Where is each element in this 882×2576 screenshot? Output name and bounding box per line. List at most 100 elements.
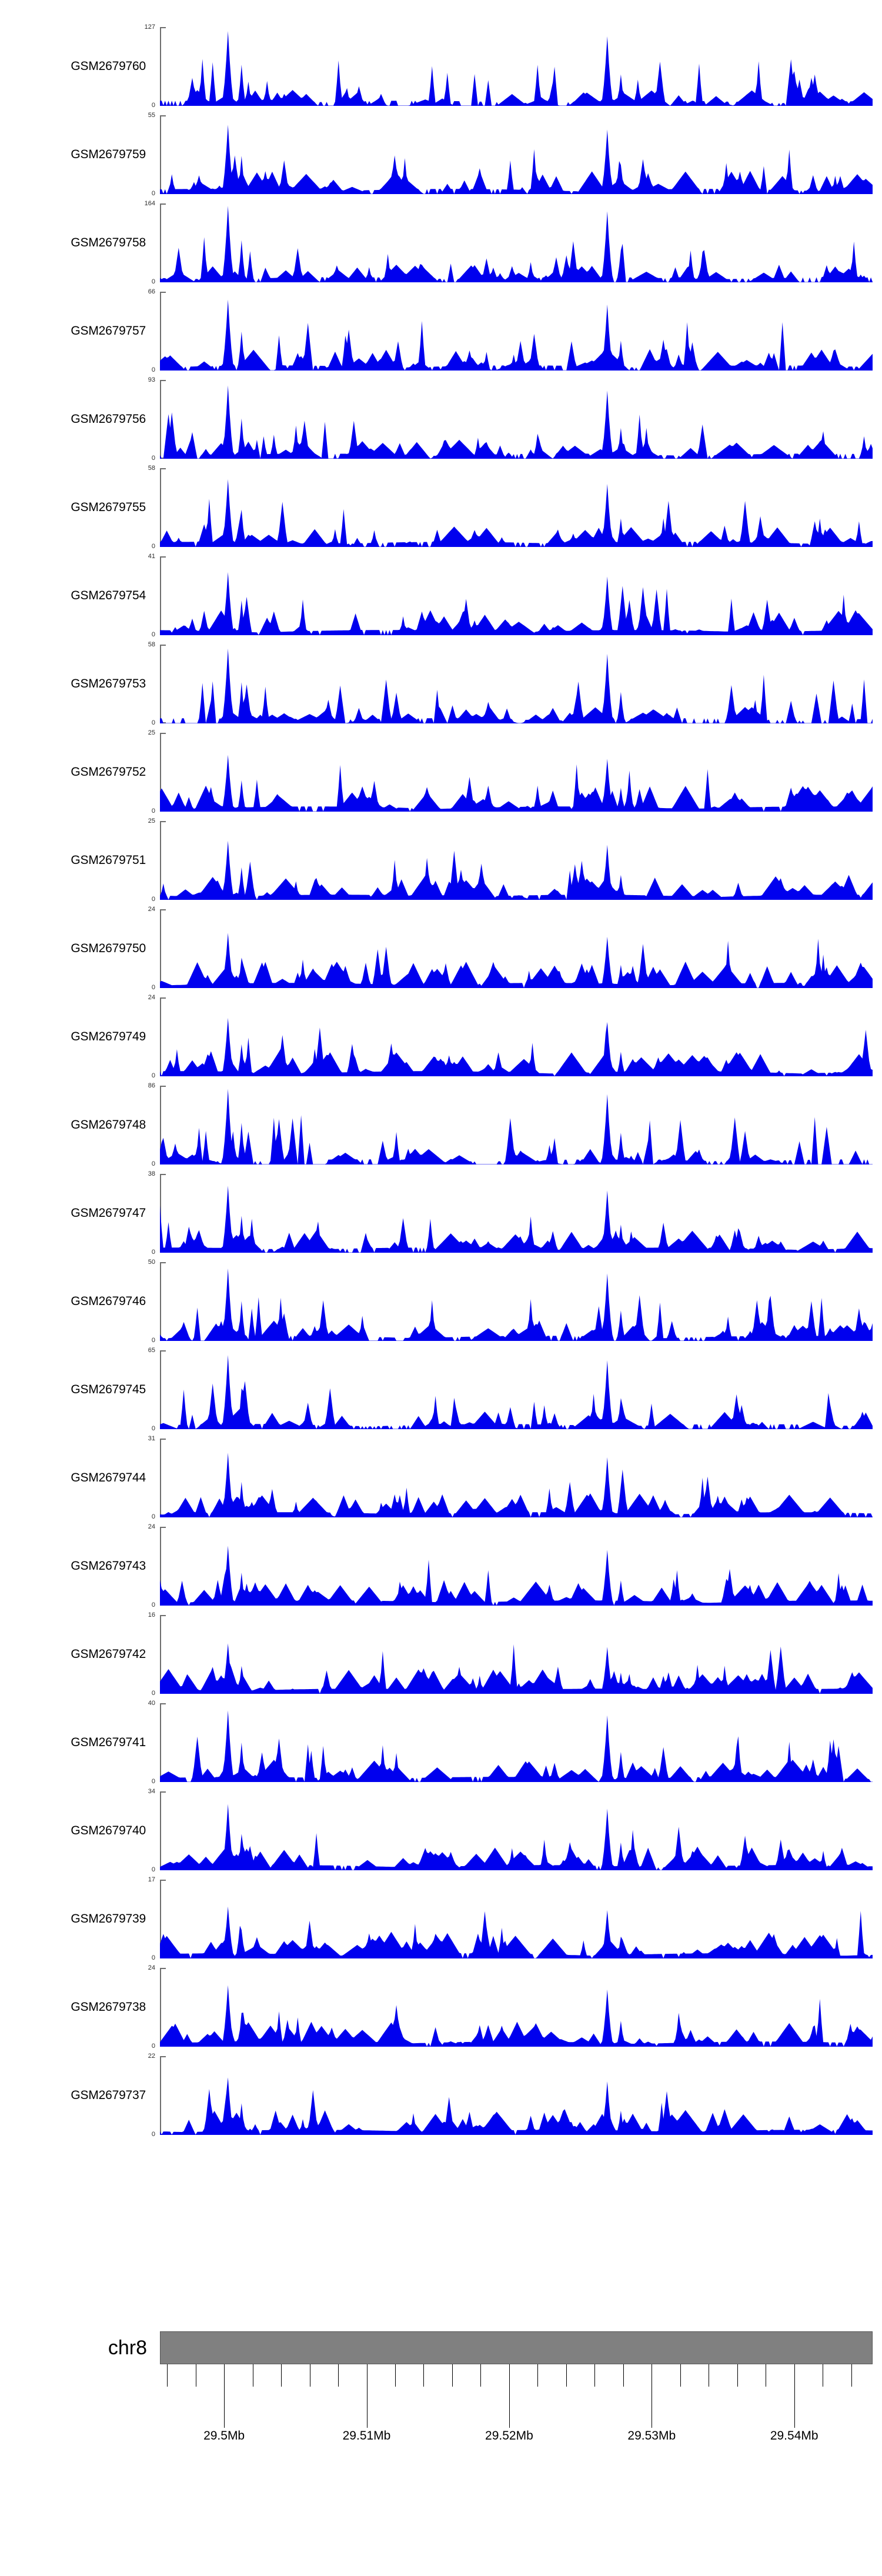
y-axis-min-label: 0: [151, 984, 155, 991]
track-signal-plot[interactable]: [160, 203, 873, 282]
y-axis-min-label: 0: [151, 1160, 155, 1167]
track-signal-plot[interactable]: [160, 1527, 873, 1606]
y-axis-line: [160, 2056, 161, 2135]
y-axis-tick-max: [160, 821, 166, 822]
y-axis-tick-max: [160, 380, 166, 381]
y-axis-min-label: 0: [151, 1866, 155, 1873]
track-signal-plot[interactable]: [160, 1703, 873, 1782]
signal-track[interactable]: GSM2679757 66 0: [0, 287, 882, 375]
y-axis-max-label: 93: [148, 376, 155, 383]
y-axis-line: [160, 556, 161, 635]
track-signal-plot[interactable]: [160, 997, 873, 1076]
y-axis-tick-max: [160, 115, 166, 116]
axis-tick-label: 29.51Mb: [342, 2429, 391, 2442]
y-axis-tick-max: [160, 292, 166, 293]
signal-track[interactable]: GSM2679759 55 0: [0, 111, 882, 199]
y-axis-min-label: 0: [151, 1954, 155, 1961]
y-axis-line: [160, 1791, 161, 1870]
track-signal-plot[interactable]: [160, 556, 873, 635]
track-signal-plot[interactable]: [160, 27, 873, 106]
track-label: GSM2679759: [71, 148, 146, 161]
y-axis-min-label: 0: [151, 278, 155, 285]
track-signal-plot[interactable]: [160, 1174, 873, 1253]
track-label: GSM2679758: [71, 236, 146, 249]
track-signal-plot[interactable]: [160, 1615, 873, 1694]
track-label: GSM2679753: [71, 677, 146, 690]
signal-track[interactable]: GSM2679742 16 0: [0, 1610, 882, 1699]
ideogram-bar[interactable]: [160, 2331, 873, 2364]
track-signal-plot[interactable]: [160, 1439, 873, 1517]
signal-track[interactable]: GSM2679753 58 0: [0, 640, 882, 728]
axis-major-tick: [366, 2364, 368, 2428]
track-signal-plot[interactable]: [160, 821, 873, 900]
signal-track[interactable]: GSM2679739 17 0: [0, 1875, 882, 1963]
y-axis-max-label: 50: [148, 1259, 155, 1266]
y-axis-tick-max: [160, 1791, 166, 1793]
track-label: GSM2679739: [71, 1912, 146, 1926]
signal-track[interactable]: GSM2679758 164 0: [0, 199, 882, 287]
signal-track[interactable]: GSM2679745 65 0: [0, 1346, 882, 1434]
track-signal-plot[interactable]: [160, 380, 873, 459]
track-signal-plot[interactable]: [160, 1791, 873, 1870]
y-axis-max-label: 38: [148, 1170, 155, 1177]
track-signal-plot[interactable]: [160, 1880, 873, 1958]
signal-track[interactable]: GSM2679740 34 0: [0, 1787, 882, 1875]
track-signal-plot[interactable]: [160, 292, 873, 371]
y-axis-min-label: 0: [151, 1690, 155, 1697]
signal-track[interactable]: GSM2679737 22 0: [0, 2051, 882, 2140]
y-axis-max-label: 17: [148, 1876, 155, 1883]
signal-track[interactable]: GSM2679741 40 0: [0, 1699, 882, 1787]
track-label: GSM2679754: [71, 589, 146, 602]
axis-minor-tick: [167, 2364, 168, 2387]
track-signal-plot[interactable]: [160, 1262, 873, 1341]
track-label: GSM2679760: [71, 59, 146, 73]
track-signal-plot[interactable]: [160, 468, 873, 547]
y-axis-min-label: 0: [151, 896, 155, 903]
signal-track[interactable]: GSM2679752 25 0: [0, 728, 882, 816]
y-axis-line: [160, 203, 161, 282]
track-signal-plot[interactable]: [160, 1968, 873, 2047]
signal-track[interactable]: GSM2679755 58 0: [0, 463, 882, 552]
y-axis-tick-max: [160, 1968, 166, 1969]
y-axis-max-label: 40: [148, 1700, 155, 1707]
signal-track[interactable]: GSM2679743 24 0: [0, 1522, 882, 1610]
y-axis-max-label: 86: [148, 1082, 155, 1089]
signal-track[interactable]: GSM2679749 24 0: [0, 993, 882, 1081]
track-label: GSM2679756: [71, 412, 146, 426]
track-signal-plot[interactable]: [160, 1086, 873, 1164]
signal-track[interactable]: GSM2679748 86 0: [0, 1081, 882, 1169]
y-axis-tick-max: [160, 468, 166, 469]
track-signal-plot[interactable]: [160, 733, 873, 812]
track-signal-plot[interactable]: [160, 909, 873, 988]
y-axis-min-label: 0: [151, 807, 155, 815]
track-signal-plot[interactable]: [160, 2056, 873, 2135]
signal-track[interactable]: GSM2679747 38 0: [0, 1169, 882, 1257]
y-axis-tick-max: [160, 1086, 166, 1087]
y-axis-tick-max: [160, 645, 166, 646]
track-signal-plot[interactable]: [160, 115, 873, 194]
signal-track[interactable]: GSM2679746 50 0: [0, 1257, 882, 1346]
y-axis-tick-max: [160, 997, 166, 999]
signal-track[interactable]: GSM2679738 24 0: [0, 1963, 882, 2051]
y-axis-min-label: 0: [151, 102, 155, 109]
y-axis-min-label: 0: [151, 1778, 155, 1785]
y-axis-line: [160, 821, 161, 900]
y-axis-min-label: 0: [151, 1072, 155, 1079]
track-signal-plot[interactable]: [160, 645, 873, 723]
signal-track[interactable]: GSM2679751 25 0: [0, 816, 882, 905]
track-label: GSM2679745: [71, 1383, 146, 1396]
axis-minor-tick: [281, 2364, 282, 2387]
signal-track[interactable]: GSM2679750 24 0: [0, 905, 882, 993]
track-signal-plot[interactable]: [160, 1350, 873, 1429]
axis-minor-tick: [480, 2364, 482, 2387]
signal-track[interactable]: GSM2679744 31 0: [0, 1434, 882, 1522]
y-axis-line: [160, 1262, 161, 1341]
y-axis-tick-max: [160, 203, 166, 205]
signal-track[interactable]: GSM2679756 93 0: [0, 375, 882, 463]
y-axis-max-label: 34: [148, 1788, 155, 1795]
signal-track[interactable]: GSM2679754 41 0: [0, 552, 882, 640]
signal-track[interactable]: GSM2679760 127 0: [0, 22, 882, 111]
track-y-axis: 93 0: [148, 377, 166, 462]
track-label: GSM2679746: [71, 1294, 146, 1308]
y-axis-min-label: 0: [151, 366, 155, 373]
